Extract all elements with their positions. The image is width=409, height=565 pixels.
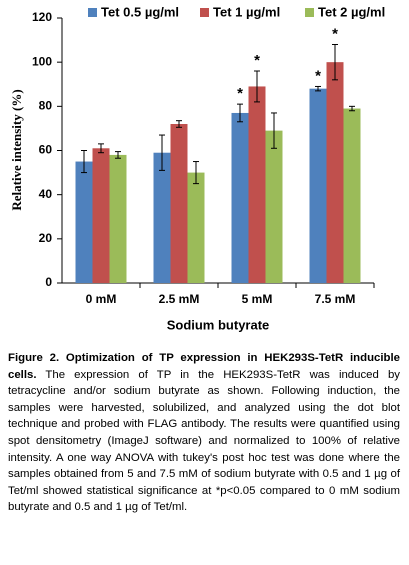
x-axis-label: Sodium butyrate [167,317,270,332]
caption-label: Figure 2. Optimization of TP expression … [8,352,400,381]
chart: Relative intensity (%) Sodium butyrate 0… [9,4,385,332]
legend-label: Tet 2 µg/ml [318,4,385,19]
x-tick-label: 2.5 mM [159,292,200,306]
bar [75,161,93,283]
bar [153,152,171,283]
y-tick-label: 80 [39,99,53,113]
x-tick-label: 0 mM [86,292,117,306]
bar [109,154,127,283]
significance-marker: * [315,67,321,84]
significance-marker: * [237,85,243,102]
bar [92,148,110,283]
y-axis-label: Relative intensity (%) [9,89,24,210]
y-tick-label: 40 [39,187,53,201]
y-tick-label: 100 [32,54,52,68]
y-tick-label: 0 [45,275,52,289]
legend-swatch [305,8,314,17]
bar [187,172,205,283]
significance-marker: * [254,52,260,69]
bar [231,112,249,283]
y-tick-label: 20 [39,231,53,245]
caption-text: The expression of TP in the HEK293S-TetR… [8,368,400,514]
y-tick-label: 120 [32,10,52,24]
legend-label: Tet 0.5 µg/ml [101,4,179,19]
x-tick-label: 7.5 mM [315,292,356,306]
significance-marker: * [332,25,338,42]
legend-swatch [88,8,97,17]
x-tick-label: 5 mM [242,292,273,306]
legend-label: Tet 1 µg/ml [213,4,280,19]
legend-swatch [200,8,209,17]
bar [343,108,361,284]
caption: Figure 2. Optimization of TP expression … [8,350,400,516]
bar [170,124,188,283]
bar [326,62,344,283]
bar [248,86,266,283]
bar [309,88,327,284]
y-tick-label: 60 [39,143,53,157]
bar [265,130,283,283]
